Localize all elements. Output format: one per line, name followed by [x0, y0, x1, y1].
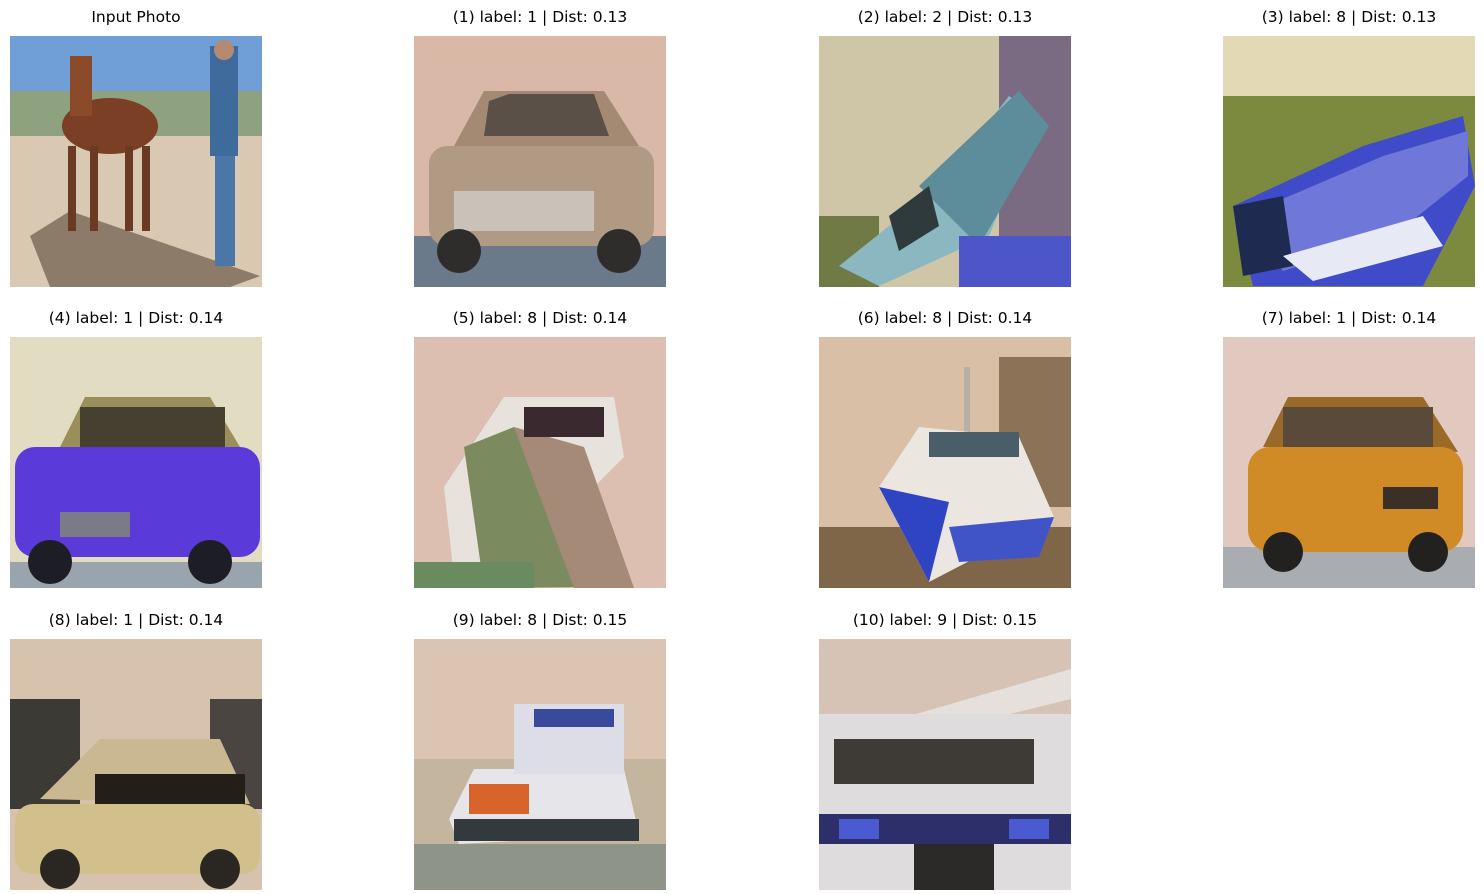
car-photo-graphic	[10, 337, 262, 588]
panel-title: (7) label: 1 | Dist: 0.14	[1261, 309, 1437, 327]
panel-title: (10) label: 9 | Dist: 0.15	[852, 611, 1038, 629]
panel-title: Input Photo	[91, 8, 181, 26]
panel-title: (4) label: 1 | Dist: 0.14	[48, 309, 224, 327]
result-image	[414, 639, 666, 890]
panel-title: (9) label: 8 | Dist: 0.15	[452, 611, 628, 629]
result-image	[819, 36, 1071, 287]
car-photo-graphic	[414, 36, 666, 287]
panel-title: (8) label: 1 | Dist: 0.14	[48, 611, 224, 629]
result-image	[1223, 36, 1475, 287]
ship-photo-graphic	[819, 337, 1071, 588]
ship-photo-graphic	[414, 337, 666, 588]
result-image	[1223, 337, 1475, 588]
panel-title: (3) label: 8 | Dist: 0.13	[1261, 8, 1437, 26]
car-photo-graphic	[1223, 337, 1475, 588]
result-image	[10, 337, 262, 588]
panel-title: (6) label: 8 | Dist: 0.14	[857, 309, 1033, 327]
car-photo-graphic	[10, 639, 262, 890]
ship-photo-graphic	[1223, 36, 1475, 287]
horse-photo-graphic	[10, 36, 262, 287]
result-image	[819, 639, 1071, 890]
result-image	[414, 337, 666, 588]
input-photo-image	[10, 36, 262, 287]
result-image	[10, 639, 262, 890]
panel-title: (5) label: 8 | Dist: 0.14	[452, 309, 628, 327]
panel-title: (1) label: 1 | Dist: 0.13	[452, 8, 628, 26]
bird-photo-graphic	[819, 36, 1071, 287]
result-image	[414, 36, 666, 287]
panel-title: (2) label: 2 | Dist: 0.13	[857, 8, 1033, 26]
ship-photo-graphic	[414, 639, 666, 890]
result-image	[819, 337, 1071, 588]
truck-photo-graphic	[819, 639, 1071, 890]
